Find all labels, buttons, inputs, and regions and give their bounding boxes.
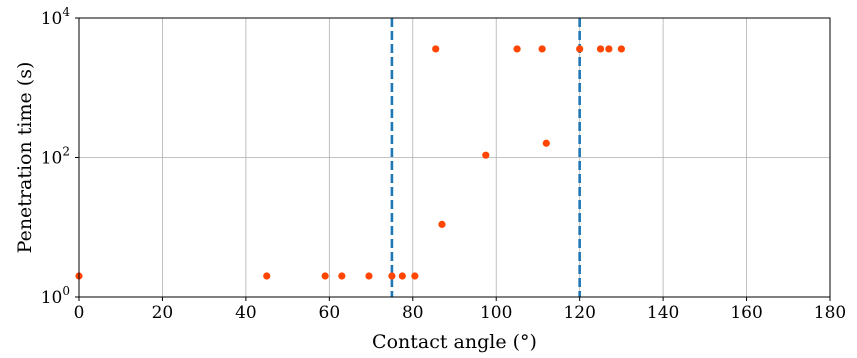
grid-lines bbox=[78, 17, 831, 298]
data-point bbox=[432, 45, 440, 53]
x-tick-label: 80 bbox=[402, 303, 424, 323]
data-point bbox=[338, 272, 346, 280]
x-tick-label: 100 bbox=[480, 303, 512, 323]
data-point bbox=[605, 45, 613, 53]
y-axis-label: Penetration time (s) bbox=[14, 62, 36, 254]
y-tick-label: 100 bbox=[41, 284, 70, 308]
y-axis-ticks: 100 102 104 bbox=[41, 5, 79, 308]
x-tick-label: 20 bbox=[152, 303, 174, 323]
x-tick-label: 140 bbox=[647, 303, 679, 323]
data-point bbox=[513, 45, 521, 53]
data-point bbox=[542, 139, 550, 147]
x-tick-label: 180 bbox=[814, 303, 846, 323]
data-point bbox=[388, 272, 396, 280]
data-point bbox=[576, 45, 584, 53]
y-tick-label: 102 bbox=[41, 145, 70, 169]
data-point bbox=[438, 220, 446, 228]
x-tick-label: 120 bbox=[563, 303, 595, 323]
data-point bbox=[538, 45, 546, 53]
data-point bbox=[398, 272, 406, 280]
data-point bbox=[482, 151, 490, 159]
x-tick-label: 160 bbox=[730, 303, 762, 323]
x-tick-label: 0 bbox=[74, 303, 85, 323]
x-tick-label: 40 bbox=[235, 303, 257, 323]
x-axis-ticks: 0 20 40 60 80 100 120 140 160 180 bbox=[74, 297, 846, 323]
x-axis-label: Contact angle (°) bbox=[372, 331, 537, 353]
data-point bbox=[411, 272, 419, 280]
data-point bbox=[365, 272, 373, 280]
x-tick-label: 60 bbox=[319, 303, 341, 323]
data-points bbox=[75, 45, 625, 280]
data-point bbox=[617, 45, 625, 53]
reference-lines bbox=[390, 18, 581, 297]
data-point bbox=[321, 272, 329, 280]
data-point bbox=[263, 272, 271, 280]
y-tick-label: 104 bbox=[41, 5, 71, 29]
data-point bbox=[596, 45, 605, 53]
